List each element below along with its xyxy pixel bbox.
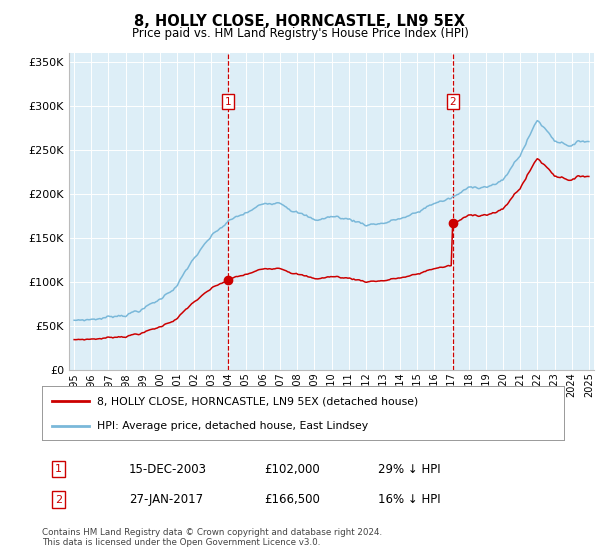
Text: 1: 1	[55, 464, 62, 474]
Text: 29% ↓ HPI: 29% ↓ HPI	[378, 463, 440, 476]
Text: HPI: Average price, detached house, East Lindsey: HPI: Average price, detached house, East…	[97, 421, 368, 431]
Text: 2: 2	[55, 494, 62, 505]
Text: 1: 1	[224, 96, 231, 106]
Text: 8, HOLLY CLOSE, HORNCASTLE, LN9 5EX (detached house): 8, HOLLY CLOSE, HORNCASTLE, LN9 5EX (det…	[97, 396, 418, 407]
Text: Price paid vs. HM Land Registry's House Price Index (HPI): Price paid vs. HM Land Registry's House …	[131, 27, 469, 40]
Text: 15-DEC-2003: 15-DEC-2003	[129, 463, 207, 476]
Text: £102,000: £102,000	[264, 463, 320, 476]
Text: Contains HM Land Registry data © Crown copyright and database right 2024.
This d: Contains HM Land Registry data © Crown c…	[42, 528, 382, 547]
Text: 8, HOLLY CLOSE, HORNCASTLE, LN9 5EX: 8, HOLLY CLOSE, HORNCASTLE, LN9 5EX	[134, 14, 466, 29]
Text: £166,500: £166,500	[264, 493, 320, 506]
Text: 27-JAN-2017: 27-JAN-2017	[129, 493, 203, 506]
Text: 2: 2	[449, 96, 456, 106]
Text: 16% ↓ HPI: 16% ↓ HPI	[378, 493, 440, 506]
